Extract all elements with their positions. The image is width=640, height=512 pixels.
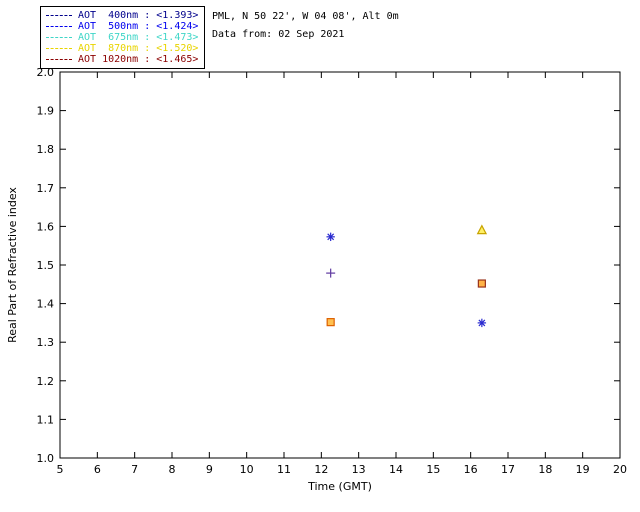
legend-item: AOT 1020nm : <1.465>	[46, 54, 198, 65]
x-tick-label: 9	[206, 463, 213, 476]
marker-asterisk	[327, 233, 335, 241]
x-tick-label: 13	[352, 463, 366, 476]
marker-asterisk	[478, 319, 486, 327]
legend-item: AOT 500nm : <1.424>	[46, 21, 198, 32]
y-tick-label: 1.6	[37, 220, 55, 233]
y-tick-label: 1.0	[37, 452, 55, 465]
y-tick-label: 1.4	[37, 298, 55, 311]
y-tick-label: 1.5	[37, 259, 55, 272]
legend-item-label: AOT 500nm : <1.424>	[78, 21, 199, 32]
y-tick-label: 1.9	[37, 105, 55, 118]
legend-line-sample	[46, 59, 72, 60]
x-tick-label: 10	[240, 463, 254, 476]
x-tick-label: 7	[131, 463, 138, 476]
y-tick-label: 1.7	[37, 182, 55, 195]
x-tick-label: 15	[426, 463, 440, 476]
legend-item: AOT 870nm : <1.520>	[46, 43, 198, 54]
legend-line-sample	[46, 37, 72, 38]
legend-line-sample	[46, 15, 72, 16]
plot-header: PML, N 50 22', W 04 08', Alt 0m Data fro…	[212, 8, 399, 44]
x-tick-label: 19	[576, 463, 590, 476]
x-tick-label: 11	[277, 463, 291, 476]
marker-square	[477, 279, 486, 288]
marker-triangle	[476, 224, 488, 235]
y-axis-label: Real Part of Refractive index	[6, 187, 19, 343]
x-tick-label: 17	[501, 463, 515, 476]
x-tick-label: 20	[613, 463, 627, 476]
legend-item-label: AOT 400nm : <1.393>	[78, 10, 199, 21]
legend-box: AOT 400nm : <1.393> AOT 500nm : <1.424> …	[40, 6, 206, 69]
x-tick-label: 6	[94, 463, 101, 476]
legend-item: AOT 675nm : <1.473>	[46, 32, 198, 43]
x-tick-label: 16	[464, 463, 478, 476]
x-tick-label: 12	[314, 463, 328, 476]
legend-item-label: AOT 1020nm : <1.465>	[78, 54, 199, 65]
y-tick-label: 1.2	[37, 375, 55, 388]
legend-line-sample	[46, 48, 72, 49]
y-tick-label: 1.3	[37, 336, 55, 349]
y-tick-label: 2.0	[37, 66, 55, 79]
x-tick-label: 18	[538, 463, 552, 476]
legend-item-label: AOT 675nm : <1.473>	[78, 32, 199, 43]
date-info: Data from: 02 Sep 2021	[212, 29, 345, 40]
legend-item-label: AOT 870nm : <1.520>	[78, 43, 199, 54]
x-tick-label: 8	[169, 463, 176, 476]
y-tick-label: 1.8	[37, 143, 55, 156]
plot-frame	[59, 71, 621, 459]
x-tick-label: 14	[389, 463, 403, 476]
legend-line-sample	[46, 26, 72, 27]
legend-item: AOT 400nm : <1.393>	[46, 10, 198, 21]
y-tick-label: 1.1	[37, 413, 55, 426]
site-info: PML, N 50 22', W 04 08', Alt 0m	[212, 11, 399, 22]
marker-square	[326, 318, 335, 327]
x-tick-label: 5	[57, 463, 64, 476]
x-axis-label: Time (GMT)	[307, 480, 372, 493]
